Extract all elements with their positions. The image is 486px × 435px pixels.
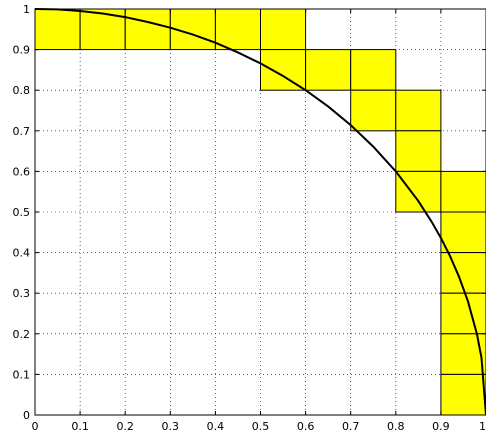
x-tick-label: 0	[32, 420, 39, 433]
highlighted-cell	[350, 49, 397, 91]
x-tick-label: 0.4	[207, 420, 225, 433]
y-tick-label: 1	[23, 3, 30, 16]
y-tick-label: 0.8	[13, 84, 31, 97]
highlighted-cell	[305, 49, 352, 91]
curve-layer	[34, 8, 486, 416]
y-tick-label: 0.3	[13, 287, 31, 300]
tick-labels: 0 0.1 0.2 0.3 0.4 0.5 0.6 0.7 0.8 0.9 1 0 0.1 0.2 0.3 0…	[13, 3, 486, 433]
x-tick-label: 0.8	[387, 420, 405, 433]
y-tick-label: 0.1	[13, 368, 31, 381]
highlighted-cell	[395, 130, 442, 172]
y-tick-label: 0.7	[13, 125, 31, 138]
highlighted-cell	[350, 89, 397, 132]
x-tick-label: 0.2	[116, 420, 134, 433]
axes	[34, 8, 486, 416]
y-tick-label: 0	[23, 409, 30, 422]
highlighted-cell	[260, 49, 307, 91]
highlighted-cell	[124, 8, 171, 51]
y-tick-label: 0.2	[13, 328, 31, 341]
highlighted-cell	[440, 292, 486, 335]
x-tick-label: 0.1	[71, 420, 89, 433]
x-tick-label: 1	[479, 420, 486, 433]
x-tick-label: 0.6	[297, 420, 315, 433]
y-tick-label: 0.4	[13, 247, 31, 260]
y-tick-label: 0.6	[13, 165, 31, 178]
highlighted-cell	[440, 333, 486, 375]
y-tick-label: 0.5	[13, 206, 31, 219]
highlighted-cell	[34, 8, 81, 51]
x-tick-label: 0.9	[432, 420, 450, 433]
y-tick-label: 0.9	[13, 44, 31, 57]
highlighted-cell	[395, 170, 442, 213]
highlighted-cell	[440, 211, 486, 254]
x-tick-label: 0.3	[162, 420, 180, 433]
highlighted-cell	[395, 89, 442, 132]
highlighted-cell	[440, 373, 486, 416]
x-tick-label: 0.7	[342, 420, 360, 433]
x-tick-label: 0.5	[252, 420, 270, 433]
highlighted-cell	[440, 170, 486, 213]
highlighted-cell	[260, 8, 307, 51]
series-line	[34, 8, 486, 416]
highlighted-cells	[34, 8, 486, 416]
highlighted-cell	[214, 8, 261, 51]
